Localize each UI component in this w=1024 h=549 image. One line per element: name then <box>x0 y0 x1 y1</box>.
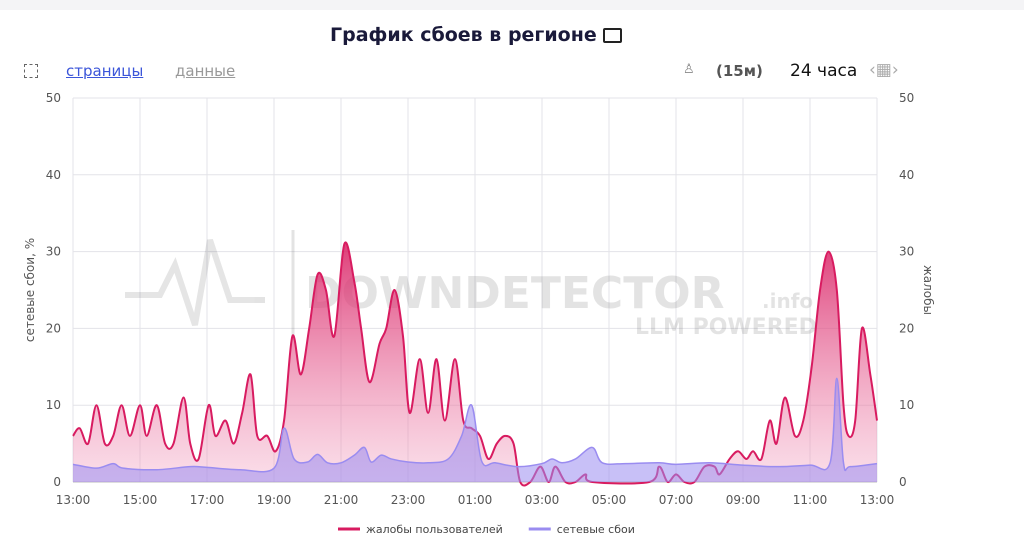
user-icon[interactable]: ♙ <box>683 62 695 77</box>
y2-tick-label: 10 <box>899 398 914 412</box>
y-tick-label: 0 <box>53 475 61 489</box>
y-tick-label: 20 <box>46 321 61 335</box>
y-tick-label: 40 <box>46 168 61 182</box>
series-line <box>72 377 878 473</box>
tab-link[interactable]: данные <box>175 62 236 80</box>
x-tick-label: 13:00 <box>56 493 91 507</box>
title-row: График сбоев в регионе <box>330 24 623 46</box>
y2-tick-label: 40 <box>899 168 914 182</box>
camera-icon[interactable] <box>24 64 38 78</box>
x-tick-label: 19:00 <box>257 493 292 507</box>
legend-label[interactable]: жалобы пользователей <box>366 523 503 536</box>
watermark-main: DOWNDETECTOR <box>305 268 725 319</box>
y-tick-label: 30 <box>46 245 61 259</box>
legend-label[interactable]: сетевые сбои <box>557 523 635 536</box>
x-tick-label: 05:00 <box>592 493 627 507</box>
tab-link[interactable]: страницы <box>66 62 144 80</box>
y2-axis-label: жалобы <box>921 265 935 315</box>
x-tick-label: 07:00 <box>659 493 694 507</box>
y2-tick-label: 20 <box>899 321 914 335</box>
x-tick-label: 13:00 <box>860 493 895 507</box>
x-tick-label: 09:00 <box>726 493 761 507</box>
watermark: DOWNDETECTOR .info LLM POWERED <box>125 230 817 340</box>
interval[interactable]: (15м) <box>716 62 763 80</box>
y2-tick-label: 30 <box>899 245 914 259</box>
y-tick-label: 50 <box>46 91 61 105</box>
x-tick-label: 01:00 <box>458 493 493 507</box>
chart-title: График сбоев в регионе <box>330 24 597 46</box>
series-area <box>73 378 877 482</box>
x-tick-label: 17:00 <box>190 493 225 507</box>
range-nav[interactable]: ‹▦› <box>869 60 899 80</box>
watermark-suffix: .info <box>762 289 813 313</box>
watermark-sub: LLM POWERED <box>635 315 817 340</box>
x-tick-label: 21:00 <box>324 493 359 507</box>
x-tick-label: 23:00 <box>391 493 426 507</box>
y2-tick-label: 0 <box>899 475 907 489</box>
x-tick-label: 03:00 <box>525 493 560 507</box>
y2-tick-label: 50 <box>899 91 914 105</box>
monitor-icon <box>603 28 623 43</box>
range[interactable]: 24 часа <box>790 61 858 81</box>
y-axis-label: сетевые сбои, % <box>23 238 37 342</box>
y-tick-label: 10 <box>46 398 61 412</box>
x-tick-label: 15:00 <box>123 493 158 507</box>
series-line <box>72 241 878 487</box>
top-band <box>0 0 1024 10</box>
x-tick-label: 11:00 <box>793 493 828 507</box>
